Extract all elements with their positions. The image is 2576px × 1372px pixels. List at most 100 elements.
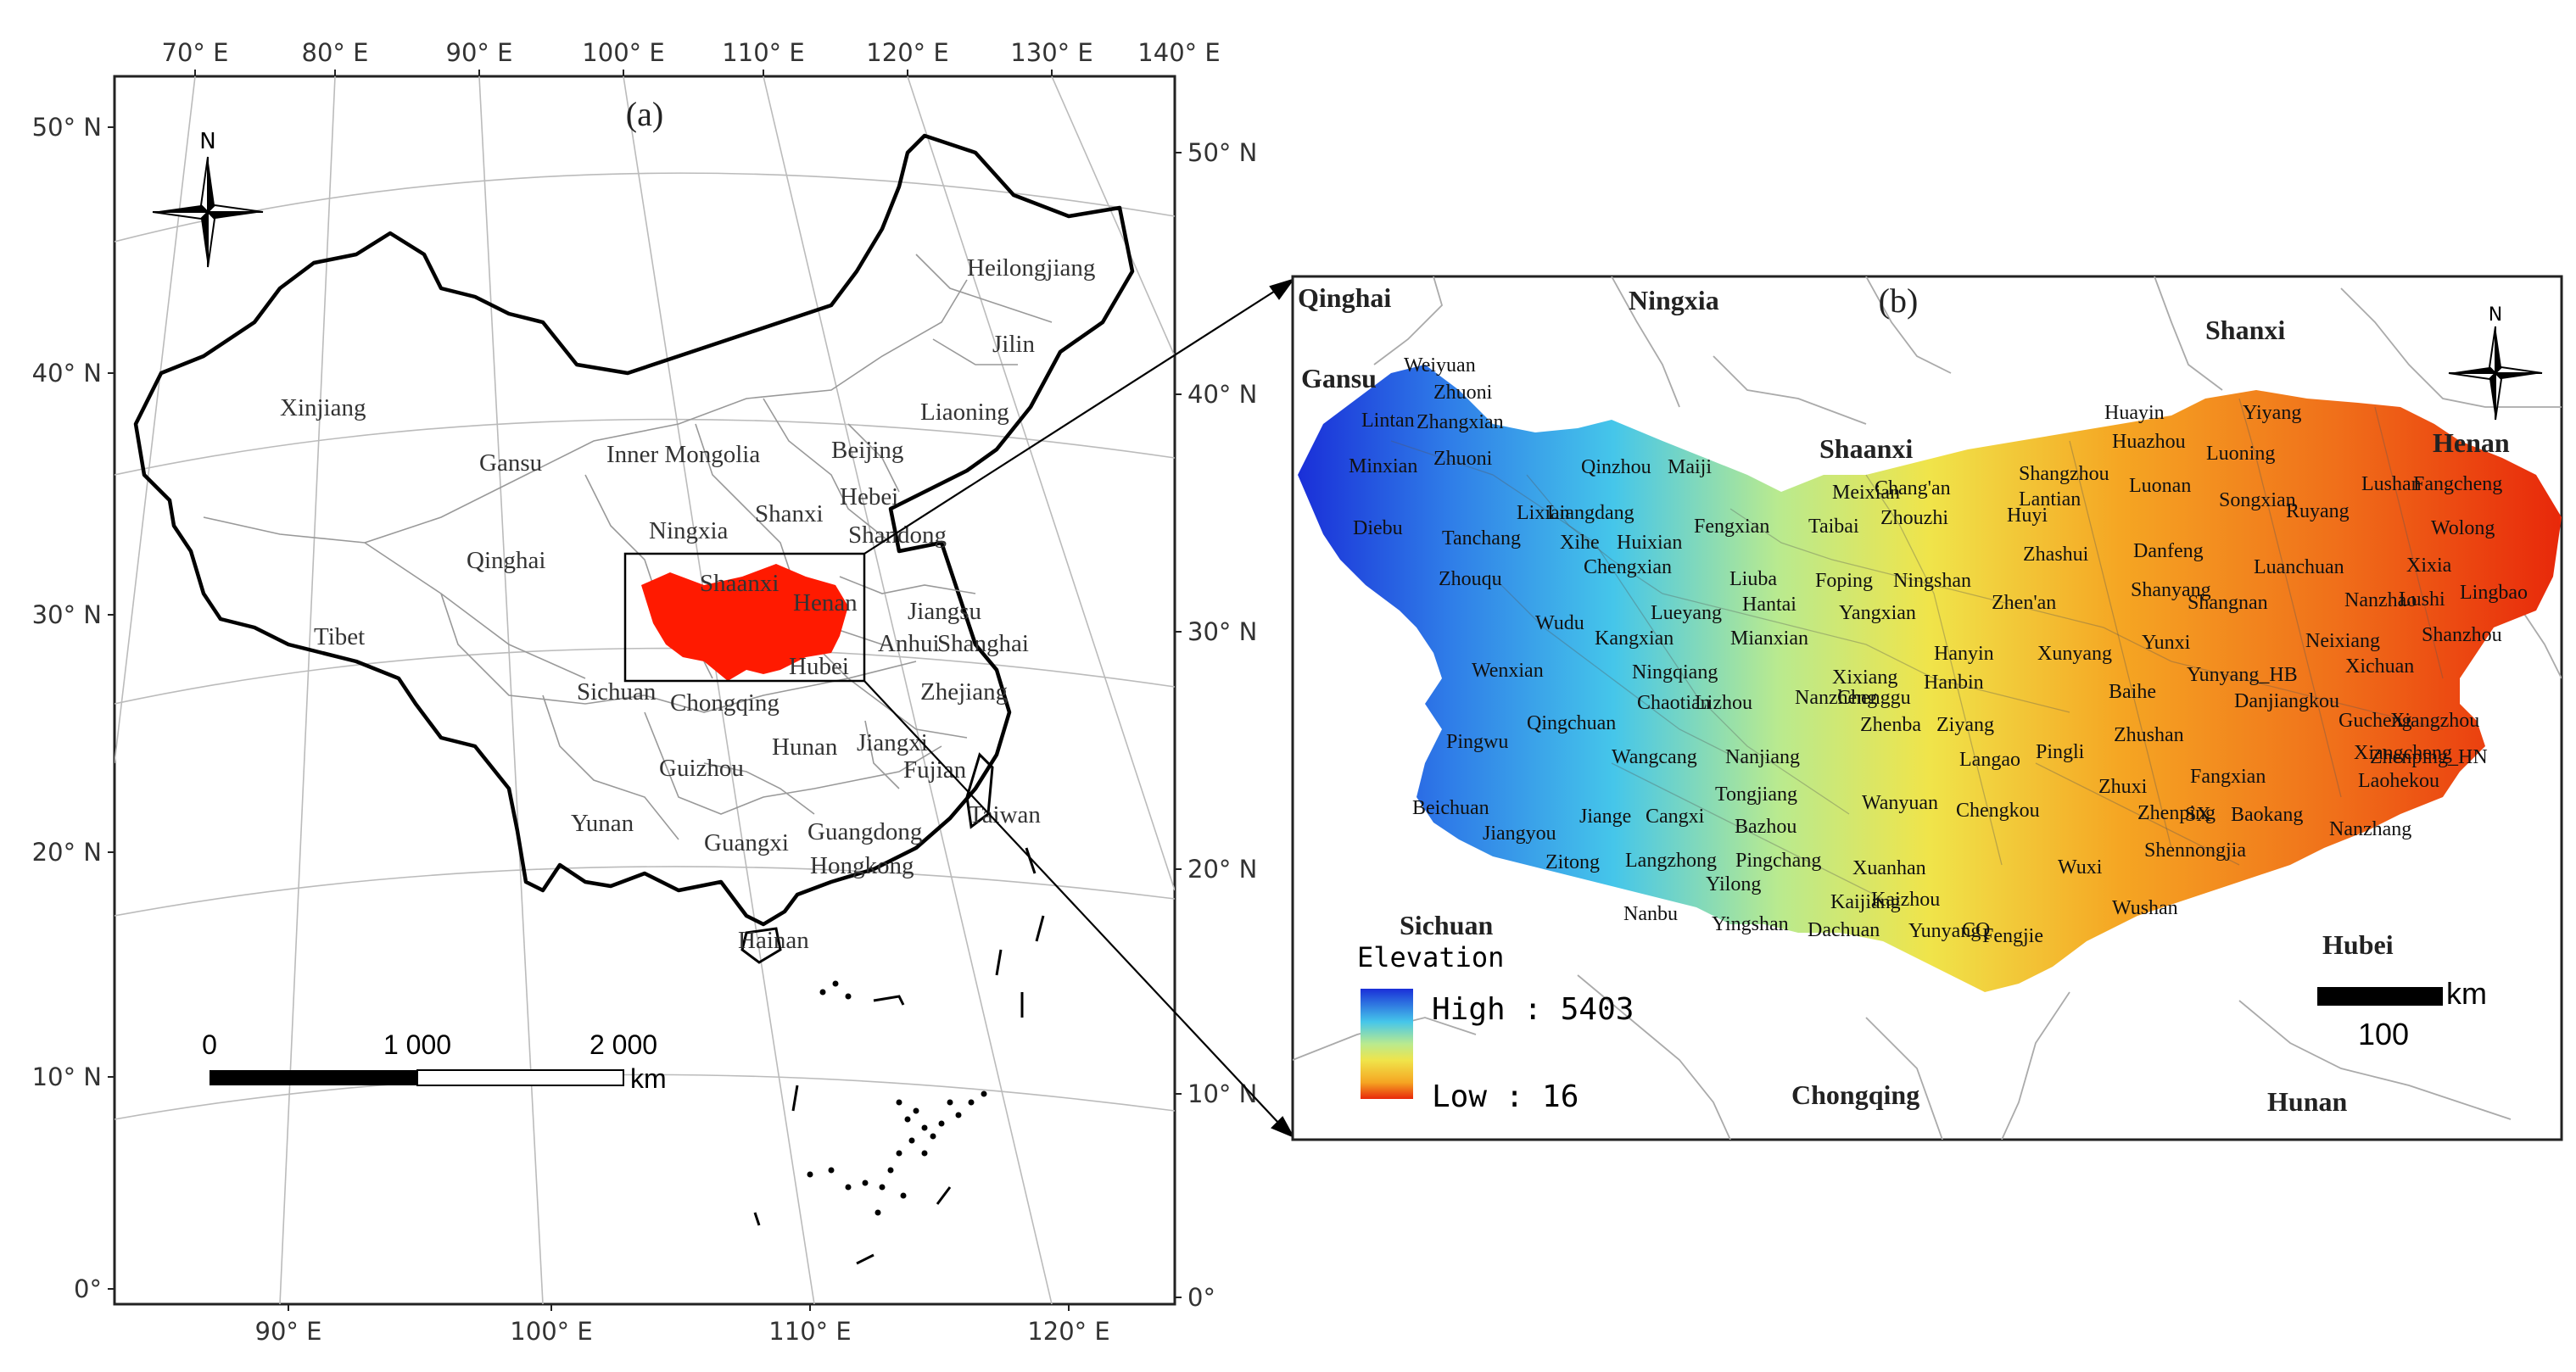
- county-label: Liuba: [1729, 568, 1777, 590]
- north-arrow-icon: N: [152, 129, 264, 268]
- county-label: Zhuoni: [1433, 382, 1493, 404]
- county-label: Nanzhang: [2329, 818, 2411, 840]
- county-label: Zhangxian: [1417, 411, 1504, 433]
- county-label: Pingchang: [1735, 850, 1821, 872]
- county-label: Yangxian: [1839, 602, 1916, 624]
- lat-tick: 40° N: [32, 359, 102, 388]
- county-label: Danfeng: [2133, 540, 2204, 562]
- lon-tick: 90° E: [446, 38, 513, 67]
- county-label: Dachuan: [1808, 919, 1880, 941]
- county-label: Kaizhou: [1871, 889, 1940, 911]
- county-label: Nanzhao: [2344, 589, 2417, 611]
- legend-ramp: [1361, 989, 1413, 1099]
- county-label: Tongjiang: [1715, 784, 1797, 806]
- county-label: Zhouzhi: [1880, 507, 1948, 529]
- county-label: Kaijiang: [1830, 891, 1901, 913]
- county-label: Taibai: [1808, 516, 1859, 538]
- top-lon-ticks: 70° E 80° E 90° E 100° E 110° E 120° E 1…: [162, 38, 1221, 67]
- county-label: Luoning: [2206, 443, 2275, 465]
- province-label: Hubei: [789, 653, 849, 680]
- scale-unit: km: [630, 1063, 667, 1094]
- province-label: Beijing: [831, 437, 903, 464]
- county-label: Ningshan: [1893, 570, 1971, 592]
- county-label: Liangdang: [1547, 502, 1634, 524]
- province-label: Jilin: [992, 331, 1035, 358]
- lat-tick: 20° N: [32, 838, 102, 867]
- lon-tick: 90° E: [255, 1317, 322, 1346]
- province-label: Ningxia: [649, 517, 729, 544]
- county-label: Zhashui: [2023, 544, 2089, 566]
- county-label: Wenxian: [1472, 660, 1544, 682]
- county-label: Huixian: [1617, 532, 1682, 554]
- neighbor-label: Chongqing: [1791, 1079, 1919, 1110]
- county-label: Langzhong: [1625, 850, 1717, 872]
- province-label: Shaanxi: [700, 570, 779, 597]
- neighbor-label: Henan: [2433, 427, 2510, 458]
- county-label: Luonan: [2129, 475, 2191, 497]
- county-label: Nanbu: [1623, 903, 1678, 925]
- county-label: Zhenping: [2137, 802, 2216, 824]
- neighbor-label: Shaanxi: [1819, 433, 1913, 464]
- north-label: N: [199, 129, 215, 154]
- neighbor-label: Gansu: [1301, 363, 1377, 393]
- county-label: Fangxian: [2190, 766, 2266, 788]
- province-label: Henan: [793, 589, 858, 616]
- county-label: Wangcang: [1612, 746, 1697, 768]
- county-label: Qinzhou: [1581, 456, 1651, 478]
- county-label: Shangzhou: [2019, 463, 2109, 485]
- frame-ticks-a: [108, 70, 1182, 1311]
- province-label: Liaoning: [920, 399, 1009, 426]
- county-boundaries: [1390, 398, 2444, 900]
- county-label: Laohekou: [2358, 770, 2439, 792]
- county-label: Zhen'an: [1992, 592, 2056, 614]
- lat-tick: 40° N: [1187, 380, 1257, 409]
- county-label: Lueyang: [1651, 602, 1722, 624]
- county-label: Nanjiang: [1725, 746, 1800, 768]
- lat-tick: 30° N: [32, 600, 102, 629]
- county-label: Jiangyou: [1483, 823, 1556, 845]
- lat-tick: 10° N: [1187, 1079, 1257, 1108]
- county-label: Xiangcheng: [2354, 742, 2452, 764]
- county-label: Jiange: [1579, 806, 1631, 828]
- county-label: Songxian: [2219, 489, 2296, 511]
- lon-tick: 100° E: [582, 38, 664, 67]
- lat-tick: 30° N: [1187, 617, 1257, 646]
- county-label: Minxian: [1349, 455, 1417, 477]
- province-label: Guangdong: [807, 818, 922, 845]
- neighbor-label: Hunan: [2267, 1086, 2347, 1117]
- panel-a-label: (a): [626, 95, 663, 133]
- study-area-highlight: [641, 564, 848, 681]
- province-label: Guizhou: [659, 755, 744, 782]
- province-label: Shanghai: [937, 630, 1029, 657]
- elevation-raster: [1298, 365, 2562, 992]
- lon-tick: 130° E: [1010, 38, 1092, 67]
- left-lat-ticks: 50° N 40° N 30° N 20° N 10° N 0°: [32, 113, 102, 1303]
- county-label: Cangxi: [1646, 806, 1705, 828]
- county-label: Xiangzhou: [2390, 710, 2479, 732]
- county-label: Ziyang: [1936, 714, 1994, 736]
- china-outline: [133, 133, 1135, 927]
- county-label: Xixiang: [1832, 666, 1897, 689]
- province-label: Guangxi: [704, 829, 789, 856]
- scale-tick: 0: [202, 1029, 217, 1060]
- province-label: Anhui: [878, 630, 940, 657]
- north-label: N: [2489, 304, 2502, 326]
- inset-rectangle: [623, 552, 866, 683]
- county-label: Hantai: [1742, 594, 1796, 616]
- county-label: Huyi: [2007, 505, 2048, 527]
- county-label: Fangcheng: [2413, 473, 2502, 495]
- lon-tick: 70° E: [162, 38, 229, 67]
- bottom-lon-ticks: 90° E 100° E 110° E 120° E: [255, 1317, 1110, 1346]
- province-label: Xinjiang: [280, 394, 366, 421]
- county-label: Shangnan: [2188, 592, 2268, 614]
- province-label: Shandong: [848, 521, 947, 549]
- county-label: Chang'an: [1875, 477, 1951, 499]
- county-label: Lushi: [2399, 588, 2445, 611]
- province-label: Inner Mongolia: [606, 441, 760, 468]
- county-label: Wanyuan: [1862, 792, 1938, 814]
- neighbor-label: Qinghai: [1298, 282, 1391, 313]
- county-label: CQ: [1962, 919, 1990, 941]
- county-label: Maiji: [1668, 456, 1712, 478]
- province-label: Sichuan: [577, 678, 657, 706]
